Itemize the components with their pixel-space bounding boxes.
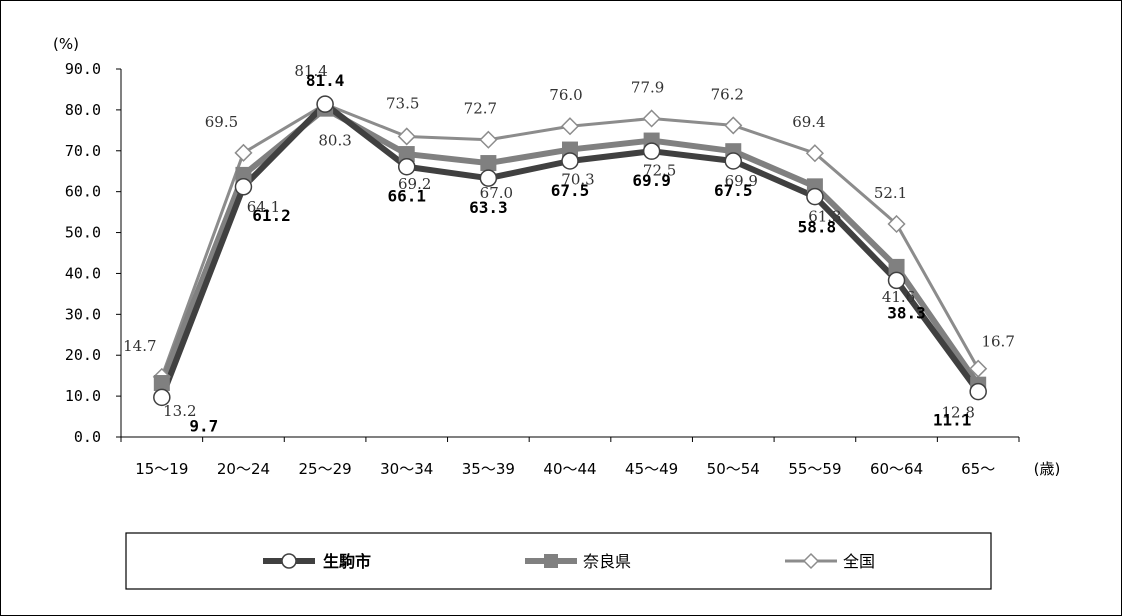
x-tick-label: 60～64 <box>870 460 923 478</box>
marker-circle <box>153 388 171 407</box>
data-label-nara: 12.8 <box>941 404 974 422</box>
data-label-nara: 72.5 <box>643 162 676 180</box>
marker-square <box>480 155 497 172</box>
data-label-nara: 41.6 <box>882 288 915 306</box>
data-label-ikoma: 81.4 <box>306 71 345 90</box>
y-tick-label: 0.0 <box>74 428 101 446</box>
legend-marker-circle <box>281 553 297 569</box>
data-label-nara: 64.1 <box>247 198 280 216</box>
y-tick-label: 60.0 <box>65 183 101 201</box>
x-axis-label: (歳) <box>1034 460 1061 478</box>
data-label-national: 69.5 <box>205 113 238 131</box>
data-label-nara: 70.3 <box>561 171 594 189</box>
data-label-national: 69.4 <box>792 113 825 131</box>
marker-diamond <box>805 144 824 163</box>
legend-marker-diamond <box>802 552 820 570</box>
data-label-ikoma: 63.3 <box>469 198 508 217</box>
marker-diamond <box>642 109 661 128</box>
marker-diamond <box>234 143 253 162</box>
x-tick-label: 40～44 <box>543 460 596 478</box>
y-tick-label: 10.0 <box>65 387 101 405</box>
y-tick-label: 90.0 <box>65 60 101 78</box>
x-tick-label: 20～24 <box>217 460 270 478</box>
marker-diamond <box>397 127 416 146</box>
x-tick-label: 50～54 <box>707 460 760 478</box>
data-label-national: 76.0 <box>549 86 582 104</box>
data-label-ikoma: 67.5 <box>551 181 590 200</box>
x-tick-label: 15～19 <box>135 460 188 478</box>
data-label-national: 52.1 <box>874 184 907 202</box>
data-label-nara: 69.2 <box>398 175 431 193</box>
marker-circle <box>887 271 906 290</box>
marker-circle <box>642 142 661 160</box>
data-label-national: 14.7 <box>123 337 156 355</box>
data-label-nara: 61.3 <box>808 207 841 225</box>
marker-diamond <box>560 117 580 136</box>
marker-circle <box>724 152 743 170</box>
marker-circle <box>316 95 334 113</box>
legend-label: 全国 <box>843 552 875 571</box>
x-tick-label: 30～34 <box>380 460 433 478</box>
y-tick-label: 20.0 <box>65 346 101 364</box>
marker-diamond <box>887 214 906 234</box>
y-axis-label: (%) <box>53 35 79 53</box>
marker-diamond <box>479 130 498 149</box>
marker-circle <box>234 178 253 196</box>
data-label-nara: 80.3 <box>318 132 351 150</box>
marker-circle <box>397 157 416 176</box>
data-label-ikoma: 9.7 <box>189 416 218 435</box>
data-label-ikoma: 69.9 <box>632 171 671 190</box>
data-label-national: 16.7 <box>981 333 1014 351</box>
data-label-national: 72.7 <box>464 100 497 118</box>
x-tick-label: 45～49 <box>625 460 678 478</box>
y-tick-label: 50.0 <box>65 224 101 242</box>
marker-circle <box>479 169 498 187</box>
data-label-national: 77.9 <box>631 78 664 96</box>
data-label-nara: 13.2 <box>163 402 196 420</box>
marker-square <box>235 166 252 183</box>
data-label-national: 76.2 <box>711 85 744 103</box>
y-tick-label: 80.0 <box>65 101 101 119</box>
x-tick-label: 35～39 <box>462 460 515 478</box>
x-tick-label: 65～ <box>961 460 995 478</box>
marker-square <box>888 258 905 275</box>
y-tick-label: 40.0 <box>65 264 101 282</box>
data-label-nara: 69.9 <box>725 172 758 190</box>
marker-circle <box>969 382 987 401</box>
data-label-national: 81.4 <box>294 62 327 80</box>
y-tick-label: 70.0 <box>65 142 101 160</box>
legend-label: 奈良県 <box>583 552 631 571</box>
marker-square <box>398 146 415 163</box>
data-label-ikoma: 61.2 <box>252 206 291 225</box>
marker-diamond <box>724 116 743 135</box>
x-tick-label: 25～29 <box>298 460 351 478</box>
data-label-nara: 67.0 <box>480 184 513 202</box>
legend-label: 生駒市 <box>323 552 371 571</box>
y-tick-label: 30.0 <box>65 305 101 323</box>
x-tick-label: 55～59 <box>788 460 841 478</box>
data-label-national: 73.5 <box>386 94 419 112</box>
marker-circle <box>561 152 579 170</box>
legend-marker-square <box>544 554 558 568</box>
marker-square <box>153 375 170 392</box>
data-label-ikoma: 67.5 <box>714 181 753 200</box>
data-label-ikoma: 58.8 <box>798 218 837 237</box>
data-label-ikoma: 66.1 <box>387 187 426 206</box>
data-label-ikoma: 11.1 <box>933 411 972 430</box>
marker-circle <box>806 187 824 206</box>
data-label-ikoma: 38.3 <box>887 303 926 322</box>
